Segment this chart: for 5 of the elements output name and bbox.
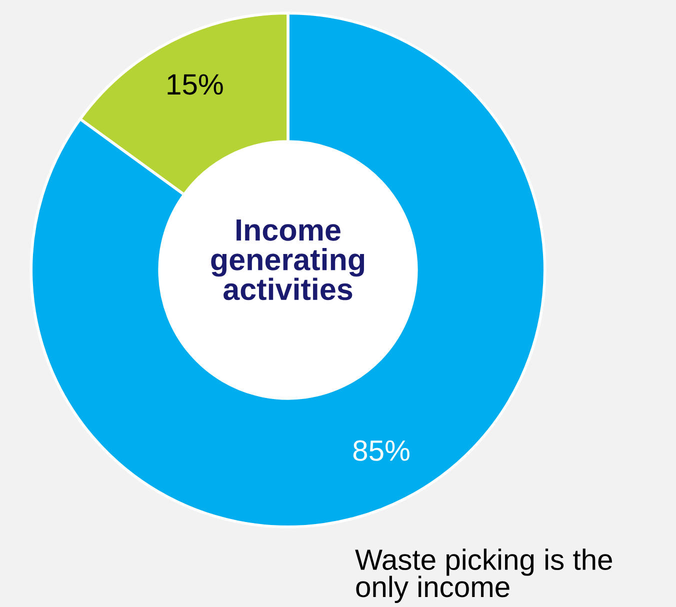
- donut-slice: [30, 12, 546, 528]
- data-label: 15%: [168, 74, 223, 95]
- slice-label: Waste picking is the only income: [355, 548, 612, 603]
- text: Income generating activities: [211, 220, 364, 300]
- data-label: 85%: [353, 440, 410, 461]
